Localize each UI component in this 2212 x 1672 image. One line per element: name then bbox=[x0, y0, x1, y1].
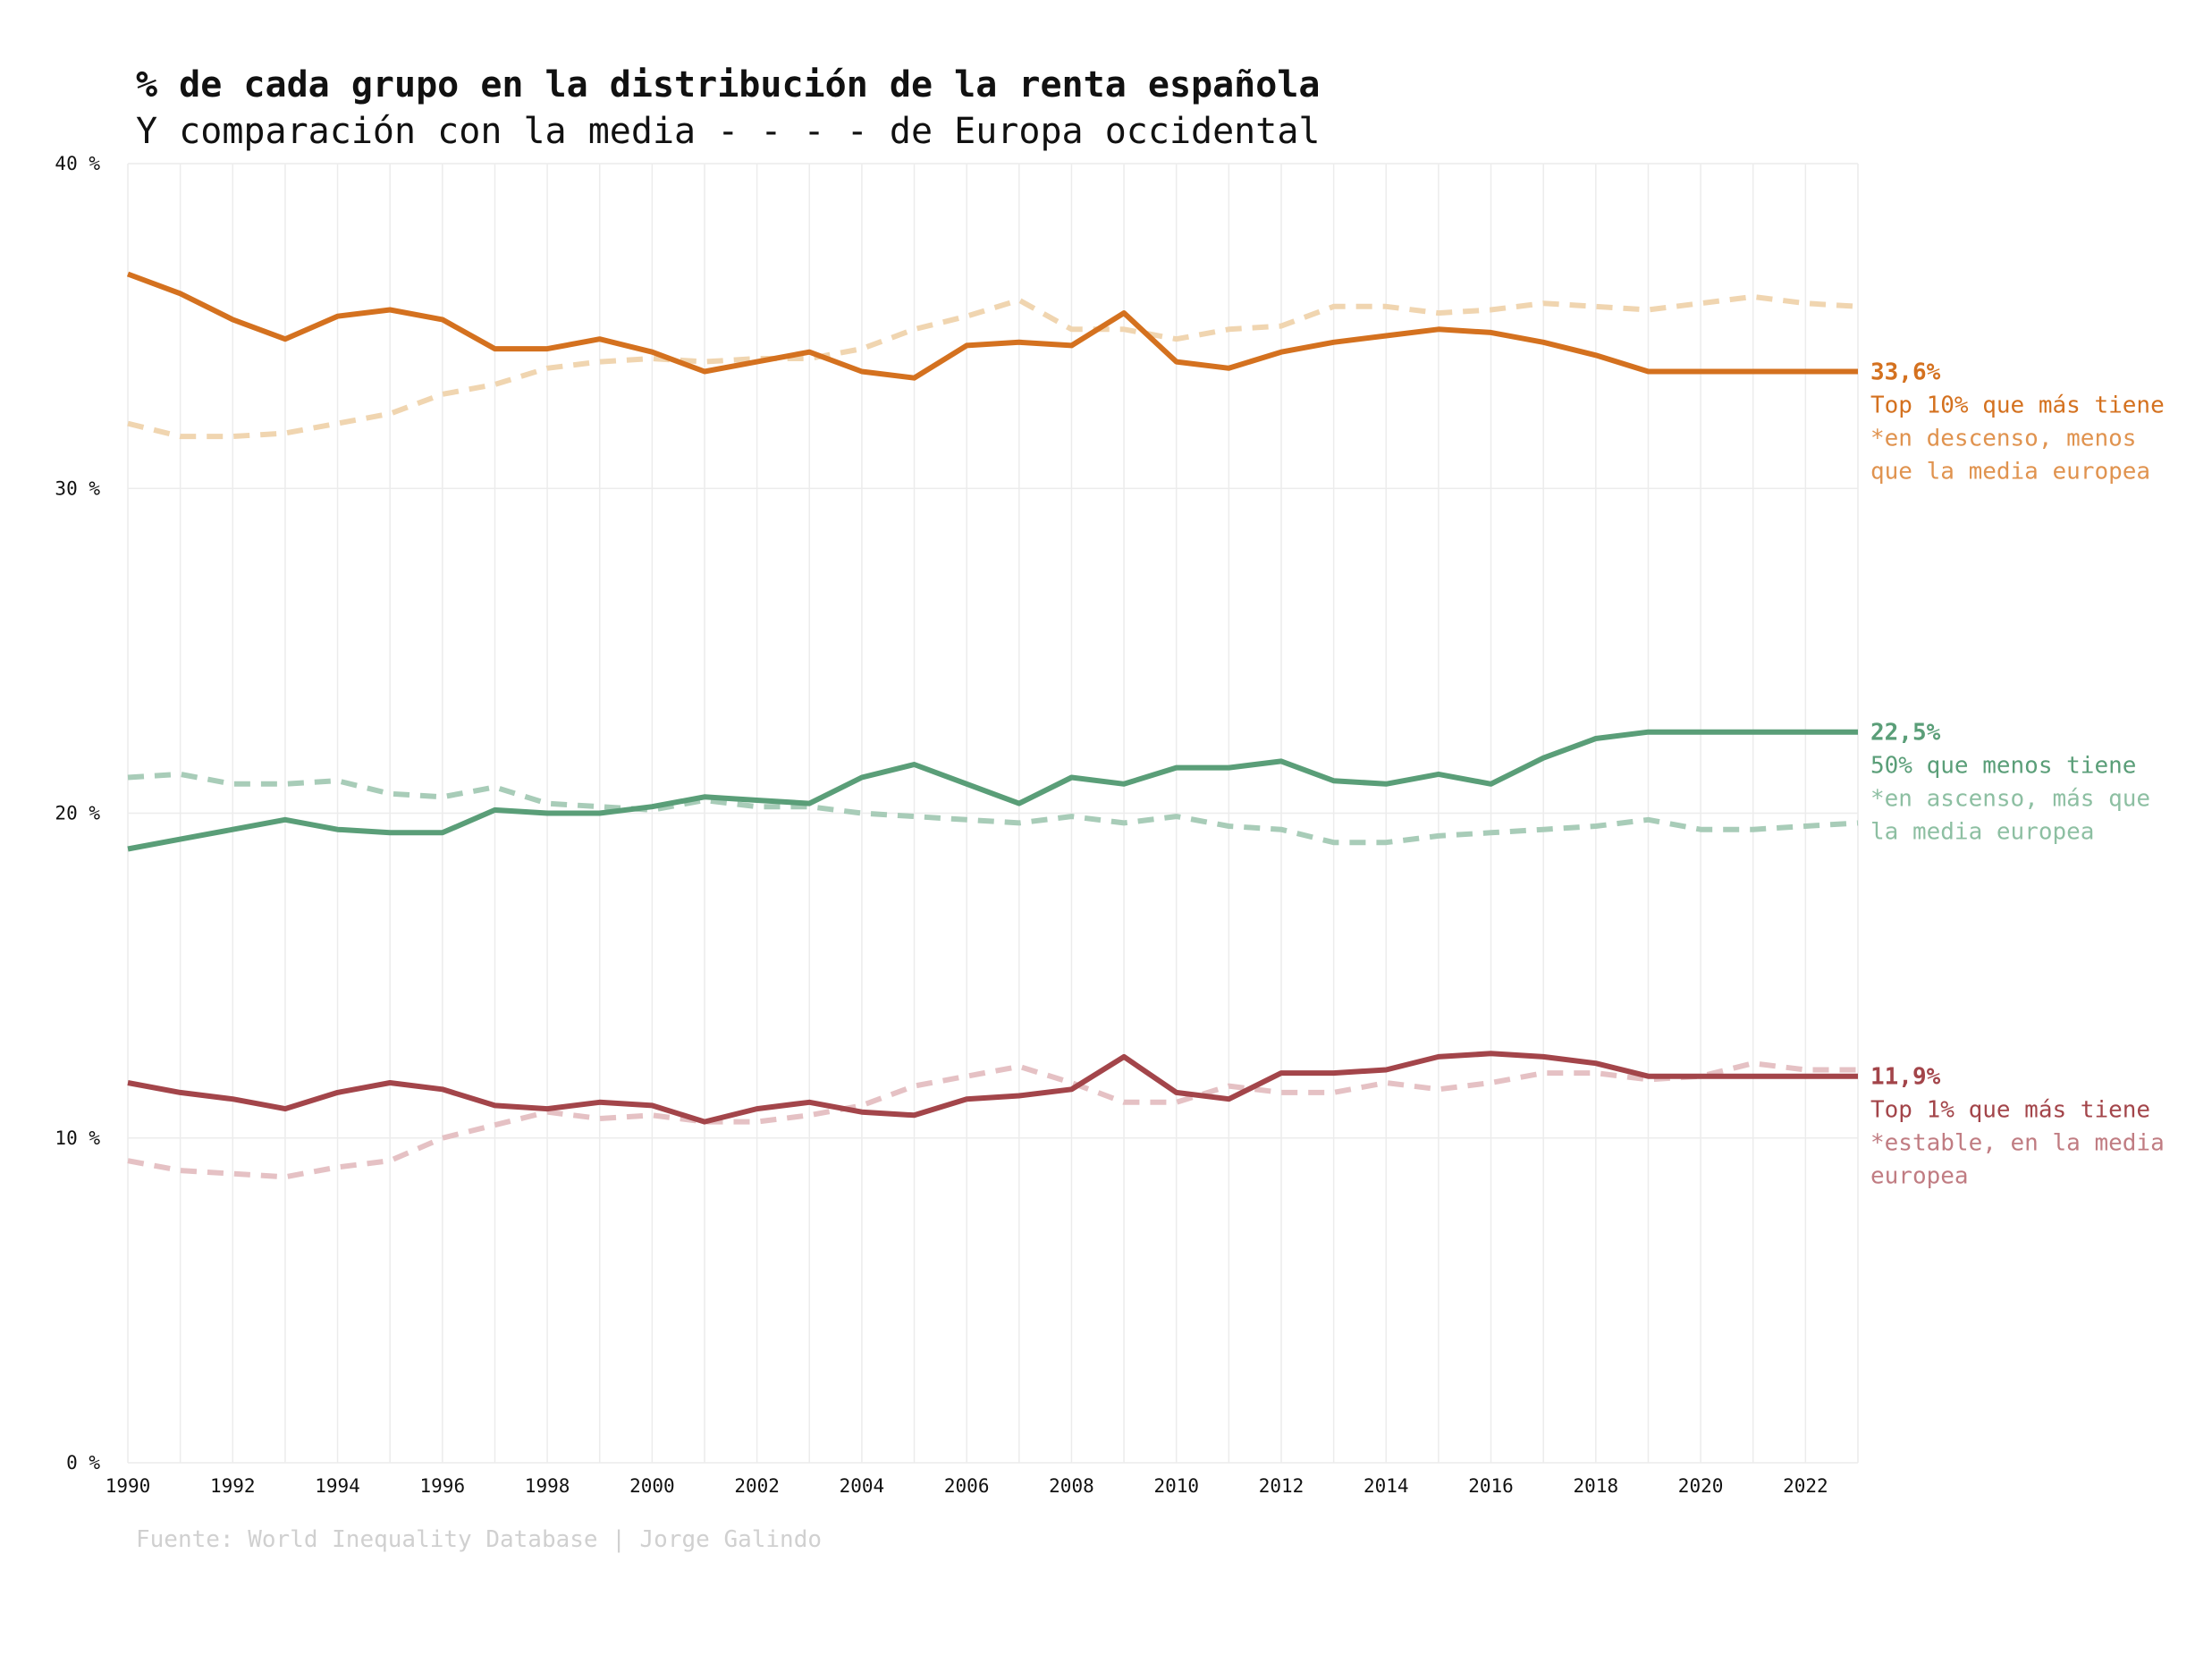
y-tick-label: 40 % bbox=[55, 153, 100, 174]
plot-area bbox=[126, 271, 1859, 1180]
x-tick-label: 2004 bbox=[840, 1475, 885, 1497]
series-labels: 33,6% Top 10% que más tiene *en descenso, … bbox=[1870, 359, 2165, 1189]
series-label-note-bottom50: la media europea bbox=[1870, 819, 2094, 846]
y-tick-label: 20 % bbox=[55, 803, 100, 824]
x-tick-label: 2010 bbox=[1153, 1475, 1199, 1497]
series-label-name-top1: Top 1% que más tiene bbox=[1870, 1097, 2150, 1124]
y-tick-label: 10 % bbox=[55, 1127, 100, 1149]
x-tick-label: 1994 bbox=[315, 1475, 360, 1497]
y-axis: 0 % 10 % 20 % 30 % 40 % bbox=[55, 153, 100, 1474]
series-line-top10 bbox=[126, 271, 1858, 381]
x-axis: 1990 1992 1994 1996 1998 2000 2002 2004 2006 2008… bbox=[106, 1475, 1828, 1497]
source-note: Fuente: World Inequality Database | Jorg… bbox=[136, 1526, 822, 1553]
x-tick-label: 2018 bbox=[1574, 1475, 1619, 1497]
x-tick-label: 2014 bbox=[1364, 1475, 1409, 1497]
x-tick-label: 1998 bbox=[525, 1475, 570, 1497]
x-tick-label: 2008 bbox=[1049, 1475, 1094, 1497]
x-tick-label: 2000 bbox=[629, 1475, 675, 1497]
series-line-top10-europe bbox=[127, 293, 1859, 440]
x-tick-label: 2020 bbox=[1678, 1475, 1724, 1497]
x-tick-label: 2006 bbox=[944, 1475, 990, 1497]
series-line-bottom50-europe bbox=[127, 771, 1859, 846]
series-label-value-top10: 33,6% bbox=[1870, 359, 1941, 385]
series-label-value-bottom50: 22,5% bbox=[1870, 720, 1941, 747]
x-tick-label: 2016 bbox=[1468, 1475, 1514, 1497]
series-label-note-top1: europea bbox=[1870, 1163, 1969, 1190]
series-label-name-bottom50: 50% que menos tiene bbox=[1870, 753, 2136, 780]
series-label-note-top10: *en descenso, menos bbox=[1870, 425, 2136, 452]
series-label-value-top1: 11,9% bbox=[1870, 1064, 1941, 1091]
x-tick-label: 2002 bbox=[734, 1475, 780, 1497]
y-tick-label: 30 % bbox=[55, 477, 100, 499]
series-line-bottom50 bbox=[127, 729, 1858, 852]
chart-subtitle: Y comparación con la media - - - - de Eu… bbox=[136, 111, 1321, 152]
x-tick-label: 2022 bbox=[1783, 1475, 1828, 1497]
series-label-note-top1: *estable, en la media bbox=[1870, 1130, 2165, 1157]
x-tick-label: 1996 bbox=[420, 1475, 466, 1497]
series-line-top1-europe bbox=[127, 1060, 1858, 1180]
series-label-name-top10: Top 10% que más tiene bbox=[1870, 392, 2165, 418]
x-tick-label: 1992 bbox=[210, 1475, 256, 1497]
x-tick-label: 1990 bbox=[106, 1475, 151, 1497]
series-label-note-bottom50: *en ascenso, más que bbox=[1870, 786, 2150, 813]
x-tick-label: 2012 bbox=[1259, 1475, 1304, 1497]
y-tick-label: 0 % bbox=[66, 1452, 100, 1474]
series-label-note-top10: que la media europea bbox=[1870, 458, 2150, 485]
series-line-top1 bbox=[127, 1051, 1858, 1125]
chart-title: % de cada grupo en la distribución de la… bbox=[136, 64, 1321, 106]
gridlines bbox=[127, 163, 1859, 1464]
